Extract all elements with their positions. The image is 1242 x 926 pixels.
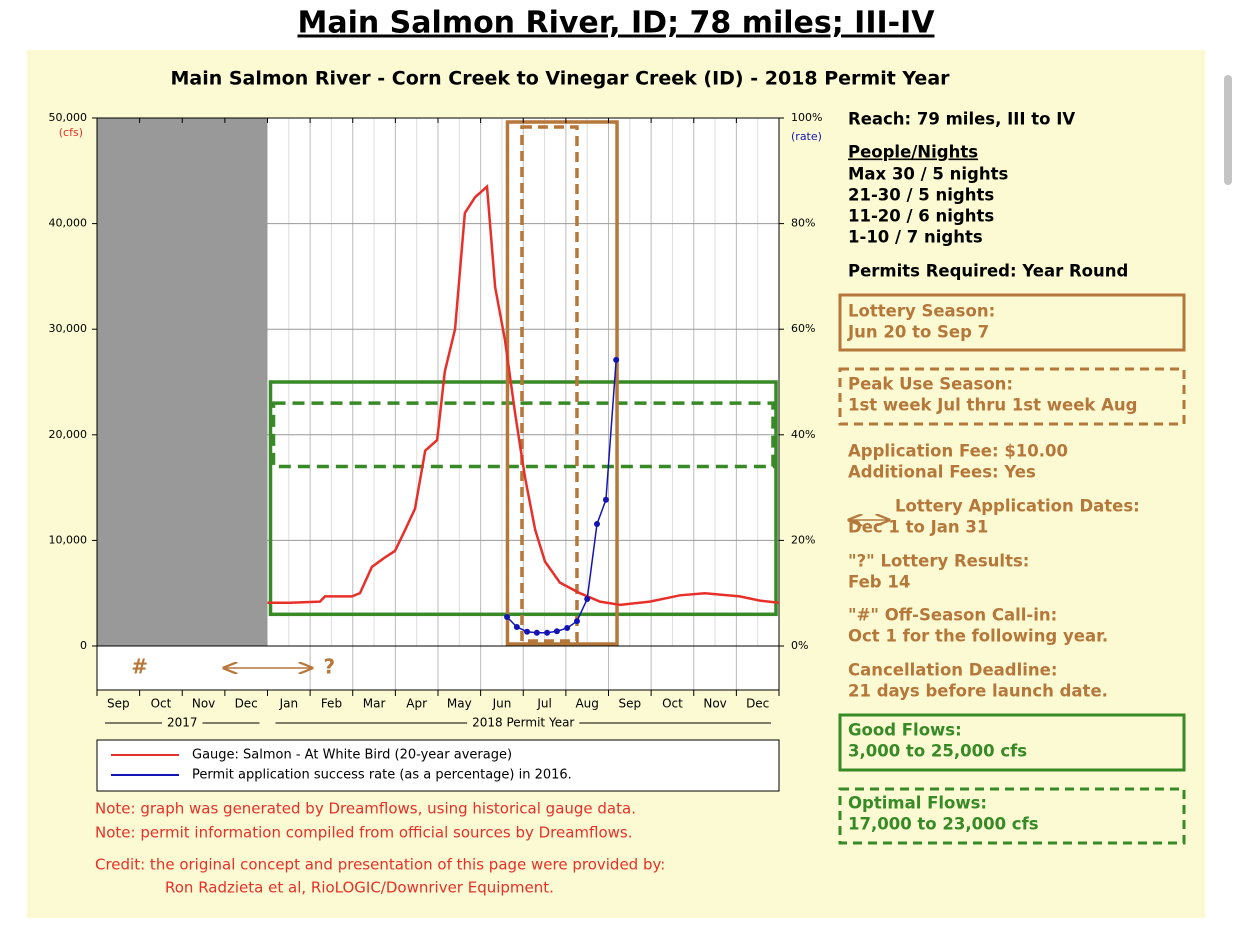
y2-tick-label: 20% xyxy=(791,533,815,546)
info-text: Jun 20 to Sep 7 xyxy=(847,323,989,342)
x-tick-label: Oct xyxy=(662,697,683,711)
series-point xyxy=(593,521,600,528)
series-line xyxy=(267,184,780,607)
good-legend-box xyxy=(838,713,1186,772)
x-tick-label: May xyxy=(447,697,472,711)
peak-use-box xyxy=(520,125,579,643)
x-tick-label: Sep xyxy=(619,697,642,711)
optimal-legend-box xyxy=(838,787,1186,845)
info-text: Good Flows: xyxy=(848,721,962,740)
x-tick-label: Feb xyxy=(321,697,342,711)
legend-label: Gauge: Salmon - At White Bird (20-year a… xyxy=(192,748,512,763)
x-tick-label: Dec xyxy=(235,697,258,711)
y-tick-label: 50,000 xyxy=(49,111,88,124)
series-point xyxy=(573,618,580,625)
info-text: Optimal Flows: xyxy=(848,794,987,813)
lottery-season-box xyxy=(505,120,619,646)
optimal-flows-box xyxy=(271,401,775,469)
series-point xyxy=(533,629,540,636)
lottery-legend-box xyxy=(838,293,1186,352)
info-text: 17,000 to 23,000 cfs xyxy=(848,815,1039,834)
note: Note: graph was generated by Dreamflows,… xyxy=(95,800,636,818)
info-text: Feb 14 xyxy=(848,573,910,592)
info-text: Reach: 79 miles, III to IV xyxy=(848,110,1075,129)
note: Note: permit information compiled from o… xyxy=(95,824,633,842)
note: Credit: the original concept and present… xyxy=(95,856,665,874)
annotation: # xyxy=(131,655,148,679)
x-tick-label: Mar xyxy=(363,697,386,711)
info-text: 21-30 / 5 nights xyxy=(848,186,994,205)
info-text: Dec 1 to Jan 31 xyxy=(848,518,988,537)
year-label: 2017 xyxy=(167,716,198,730)
info-text: Application Fee: $10.00 xyxy=(848,442,1068,461)
y-tick-label: 30,000 xyxy=(49,322,88,335)
x-tick-label: Jul xyxy=(536,697,551,711)
info-text: Lottery Season: xyxy=(848,302,995,321)
y-tick-label: 0 xyxy=(80,639,87,652)
y2-tick-label: 60% xyxy=(791,322,815,335)
y-tick-label: 20,000 xyxy=(49,428,88,441)
info-text: Max 30 / 5 nights xyxy=(848,165,1008,184)
y-tick-label: 10,000 xyxy=(49,533,88,546)
legend-box xyxy=(96,739,780,792)
scrollbar[interactable] xyxy=(1224,75,1232,185)
x-tick-label: Jun xyxy=(492,697,512,711)
y2-axis-unit: (rate) xyxy=(791,130,822,143)
x-tick-label: Oct xyxy=(151,697,172,711)
series-point xyxy=(553,628,560,635)
info-text: Permits Required: Year Round xyxy=(848,262,1128,281)
y-tick-label: 40,000 xyxy=(49,217,88,230)
info-text: 3,000 to 25,000 cfs xyxy=(848,742,1027,761)
info-text: "#" Off-Season Call-in: xyxy=(848,606,1057,625)
y-axis-unit: (cfs) xyxy=(59,126,83,139)
annotation: ? xyxy=(324,655,336,679)
y2-tick-label: 100% xyxy=(791,111,822,124)
series-point xyxy=(504,613,511,620)
info-text: Peak Use Season: xyxy=(848,375,1013,394)
info-text: Additional Fees: Yes xyxy=(848,463,1036,482)
shaded-region xyxy=(97,118,268,646)
note: Ron Radzieta et al, RioLOGIC/Downriver E… xyxy=(165,879,554,897)
x-tick-label: Apr xyxy=(406,697,427,711)
info-text: 1st week Jul thru 1st week Aug xyxy=(848,396,1137,415)
x-tick-label: Sep xyxy=(107,697,130,711)
x-tick-label: Nov xyxy=(703,697,726,711)
y2-tick-label: 0% xyxy=(791,639,808,652)
info-text: 21 days before launch date. xyxy=(848,682,1108,701)
series-point xyxy=(564,625,571,632)
info-text: Lottery Application Dates: xyxy=(895,497,1140,516)
info-text: "?" Lottery Results: xyxy=(848,552,1029,571)
legend-label: Permit application success rate (as a pe… xyxy=(192,768,572,783)
series-point xyxy=(524,628,531,635)
info-text: 11-20 / 6 nights xyxy=(848,207,994,226)
info-text: People/Nights xyxy=(848,143,978,162)
x-tick-label: Dec xyxy=(746,697,769,711)
page-title: Main Salmon River, ID; 78 miles; III-IV xyxy=(298,6,936,41)
x-tick-label: Nov xyxy=(192,697,215,711)
info-text: 1-10 / 7 nights xyxy=(848,228,983,247)
series-point xyxy=(513,623,520,630)
year-label: 2018 Permit Year xyxy=(472,716,574,730)
x-tick-label: Jan xyxy=(279,697,299,711)
info-text: Oct 1 for the following year. xyxy=(848,627,1108,646)
peak-legend-box xyxy=(838,367,1186,426)
x-tick-label: Aug xyxy=(575,697,598,711)
series-point xyxy=(613,356,620,363)
series-point xyxy=(544,629,551,636)
y2-tick-label: 80% xyxy=(791,217,815,230)
y2-tick-label: 40% xyxy=(791,428,815,441)
series-point xyxy=(584,596,591,603)
series-point xyxy=(602,496,609,503)
chart-title: Main Salmon River - Corn Creek to Vinega… xyxy=(170,68,950,90)
info-text: Cancellation Deadline: xyxy=(848,661,1057,680)
